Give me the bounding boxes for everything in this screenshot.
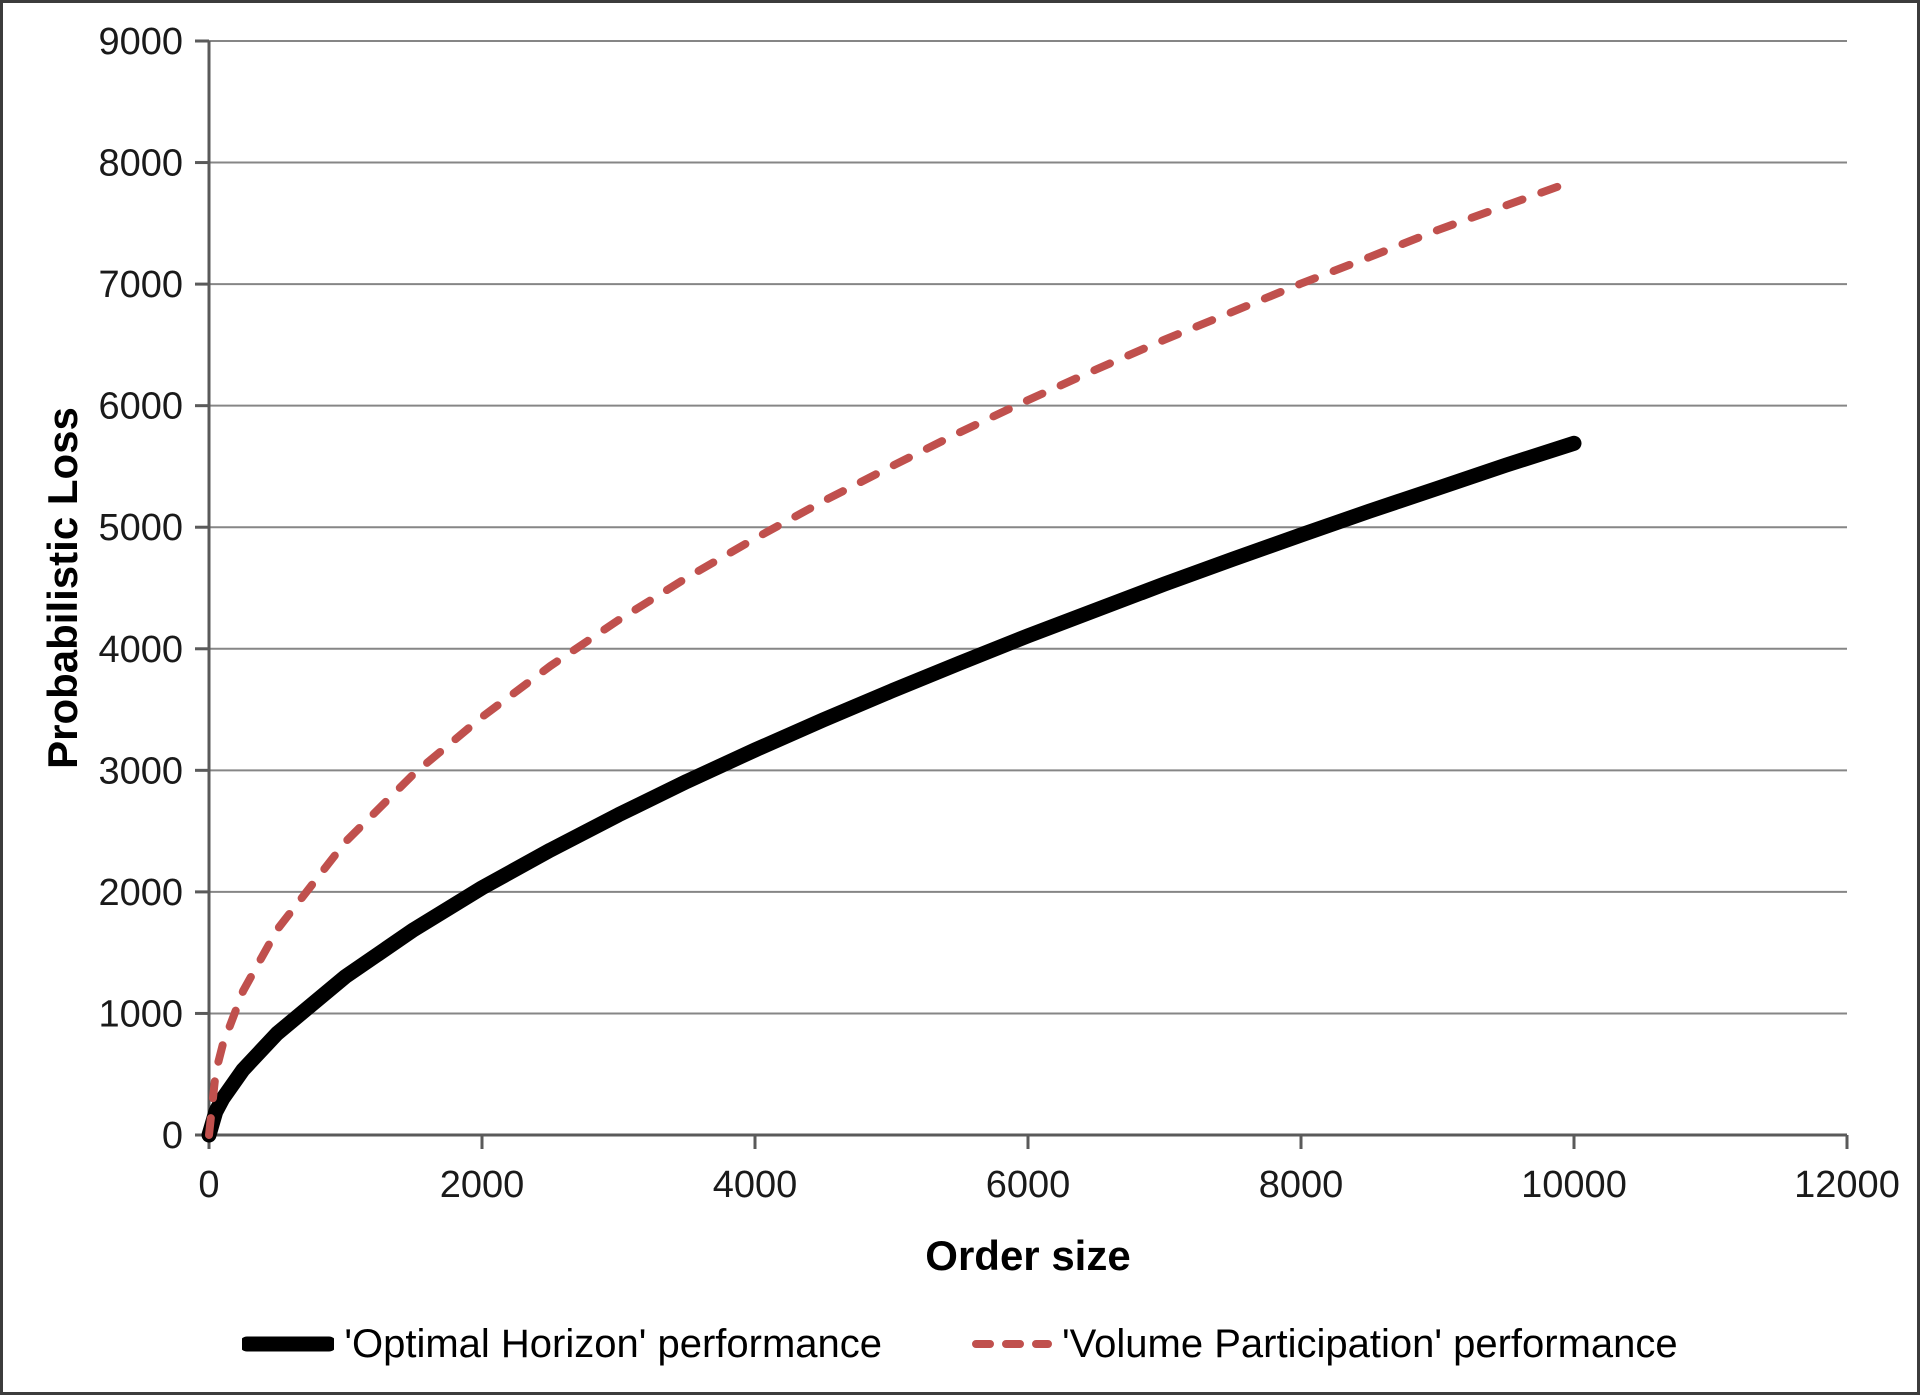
x-tick-label-6000: 6000 [986,1164,1071,1206]
y-tick-label-0: 0 [162,1115,183,1157]
legend-label-optimal-horizon: 'Optimal Horizon' performance [344,1321,883,1366]
y-tick-label-5000: 5000 [98,507,183,549]
solid-line-swatch-icon [242,1336,335,1352]
x-tick-label-12000: 12000 [1794,1164,1900,1206]
x-tick-label-2000: 2000 [440,1164,525,1206]
legend-item-optimal-horizon: 'Optimal Horizon' performance [242,1322,882,1367]
y-tick-label-4000: 4000 [98,629,183,671]
y-tick-label-8000: 8000 [98,143,183,185]
y-tick-label-7000: 7000 [98,264,183,306]
y-tick-label-2000: 2000 [98,872,183,914]
legend-label-volume-participation: 'Volume Participation' performance [1062,1321,1678,1366]
y-tick-label-1000: 1000 [98,993,183,1035]
x-tick-label-8000: 8000 [1259,1164,1344,1206]
y-axis-title: Probabilistic Loss [39,407,86,769]
x-tick-label-10000: 10000 [1521,1164,1627,1206]
y-tick-label-9000: 9000 [98,21,183,63]
series-line-1 [205,176,1578,1139]
x-axis-title: Order size [925,1232,1131,1279]
dashed-line-swatch-icon [972,1340,1053,1348]
legend-item-volume-participation: 'Volume Participation' performance [970,1322,1678,1367]
y-tick-label-3000: 3000 [98,750,183,792]
x-tick-label-4000: 4000 [713,1164,798,1206]
legend: 'Optimal Horizon' performance 'Volume Pa… [0,1308,1920,1380]
x-tick-label-0: 0 [198,1164,219,1206]
y-tick-label-6000: 6000 [98,386,183,428]
series-line-0 [201,435,1582,1143]
